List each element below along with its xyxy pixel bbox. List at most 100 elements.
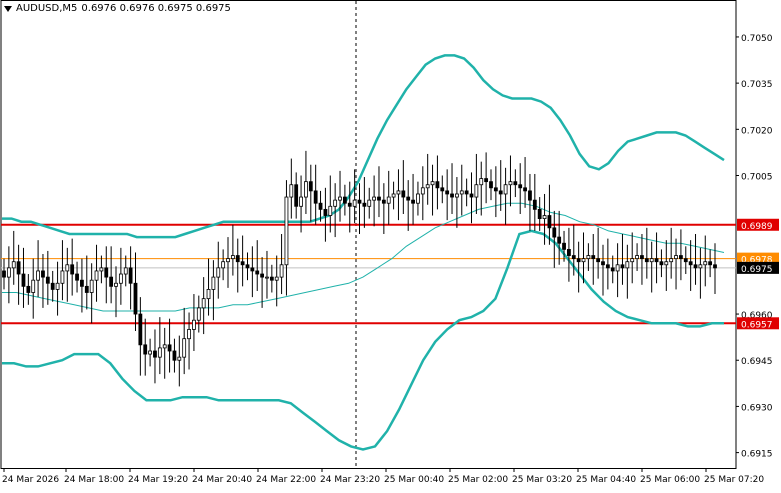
candle-body bbox=[654, 258, 659, 263]
moving-average-line bbox=[2, 202, 725, 312]
candle-body bbox=[70, 264, 75, 275]
candle-body bbox=[304, 181, 308, 198]
candle-body bbox=[693, 264, 698, 269]
candle-body bbox=[528, 190, 532, 201]
candle-body bbox=[420, 187, 425, 195]
candle-body bbox=[406, 196, 411, 201]
candle-body bbox=[591, 255, 596, 260]
y-tick-label: 0.6960 bbox=[741, 311, 773, 321]
chart-header: AUDUSD,M5 0.6976 0.6976 0.6975 0.6975 bbox=[4, 3, 231, 14]
candle-body bbox=[123, 267, 128, 275]
price-tag-label: 0.6989 bbox=[741, 222, 773, 232]
candle-body bbox=[644, 258, 649, 263]
candle-body bbox=[347, 202, 352, 207]
candle-body bbox=[279, 264, 284, 278]
candle-body bbox=[391, 193, 396, 198]
candle-body bbox=[99, 267, 104, 272]
candle-body bbox=[576, 258, 581, 263]
candle-body bbox=[454, 193, 459, 198]
candle-body bbox=[562, 242, 566, 250]
candle-body bbox=[567, 248, 571, 256]
candle-body bbox=[459, 190, 464, 195]
candle-body bbox=[698, 264, 703, 269]
x-tick-label: 24 Mar 23:20 bbox=[320, 475, 380, 485]
x-tick-label: 24 Mar 19:20 bbox=[128, 475, 188, 485]
candle-body bbox=[216, 267, 221, 278]
candle-body bbox=[157, 347, 162, 358]
candle-body bbox=[615, 264, 620, 272]
candle-body bbox=[352, 199, 357, 207]
candle-body bbox=[342, 196, 347, 204]
candle-body bbox=[323, 208, 328, 216]
candle-body bbox=[532, 199, 537, 210]
symbol-timeframe: AUDUSD,M5 bbox=[16, 3, 78, 14]
candle-body bbox=[445, 190, 450, 195]
triangle-down-icon[interactable] bbox=[4, 5, 12, 12]
x-tick-label: 25 Mar 06:00 bbox=[640, 475, 700, 485]
x-tick-label: 25 Mar 03:20 bbox=[512, 475, 572, 485]
candle-body bbox=[664, 261, 669, 266]
candle-body bbox=[416, 193, 420, 204]
candle-body bbox=[206, 289, 211, 300]
candle-body bbox=[196, 307, 201, 321]
candle-body bbox=[201, 298, 206, 309]
candle-body bbox=[274, 276, 279, 281]
candle-body bbox=[571, 255, 576, 260]
candle-body bbox=[211, 276, 216, 290]
candle-body bbox=[464, 190, 469, 195]
candle-body bbox=[479, 178, 484, 186]
candle-body bbox=[513, 181, 518, 186]
candle-body bbox=[474, 184, 479, 198]
candle-body bbox=[552, 227, 557, 238]
candle-body bbox=[192, 319, 196, 330]
candle-body bbox=[128, 267, 133, 284]
candle-body bbox=[235, 255, 240, 263]
candle-body bbox=[50, 282, 55, 290]
candle-body bbox=[328, 205, 333, 216]
candle-body bbox=[45, 276, 50, 284]
candle-body bbox=[586, 255, 591, 260]
ohlc-values: 0.6976 0.6976 0.6975 0.6975 bbox=[81, 3, 231, 14]
y-tick-label: 0.7050 bbox=[741, 34, 773, 44]
candle-body bbox=[104, 267, 109, 278]
candle-body bbox=[411, 199, 415, 204]
y-tick-label: 0.6930 bbox=[741, 403, 773, 413]
candle-body bbox=[114, 282, 118, 287]
candle-body bbox=[688, 261, 693, 266]
candle-body bbox=[133, 282, 138, 315]
candle-body bbox=[260, 273, 265, 278]
candle-body bbox=[425, 184, 430, 189]
candle-body bbox=[396, 190, 401, 195]
candle-body bbox=[2, 270, 6, 278]
candle-body bbox=[338, 196, 342, 201]
x-tick-label: 25 Mar 02:00 bbox=[448, 475, 508, 485]
candle-body bbox=[523, 187, 527, 192]
candle-body bbox=[6, 267, 11, 278]
candle-body bbox=[265, 276, 269, 279]
y-tick-label: 0.7005 bbox=[741, 173, 773, 183]
price-tag-label: 0.6957 bbox=[741, 320, 773, 330]
candle-body bbox=[518, 184, 523, 189]
candle-body bbox=[625, 261, 630, 269]
candle-body bbox=[31, 279, 36, 293]
candle-body bbox=[55, 282, 60, 290]
candle-body bbox=[601, 261, 605, 266]
x-tick-label: 24 Mar 22:00 bbox=[256, 475, 316, 485]
candle-body bbox=[674, 255, 678, 260]
candle-body bbox=[386, 196, 391, 204]
candle-body bbox=[484, 178, 489, 183]
candle-body bbox=[75, 273, 79, 281]
candle-body bbox=[489, 181, 493, 189]
candle-body bbox=[26, 285, 31, 293]
candle-body bbox=[620, 264, 625, 269]
candle-body bbox=[683, 258, 688, 263]
y-tick-label: 0.7035 bbox=[741, 80, 773, 90]
candle-body bbox=[162, 344, 167, 349]
candle-body bbox=[649, 258, 654, 263]
candle-body bbox=[109, 276, 114, 287]
x-tick-label: 24 Mar 20:40 bbox=[192, 475, 252, 485]
candle-body bbox=[435, 181, 440, 189]
candle-body bbox=[557, 236, 562, 244]
